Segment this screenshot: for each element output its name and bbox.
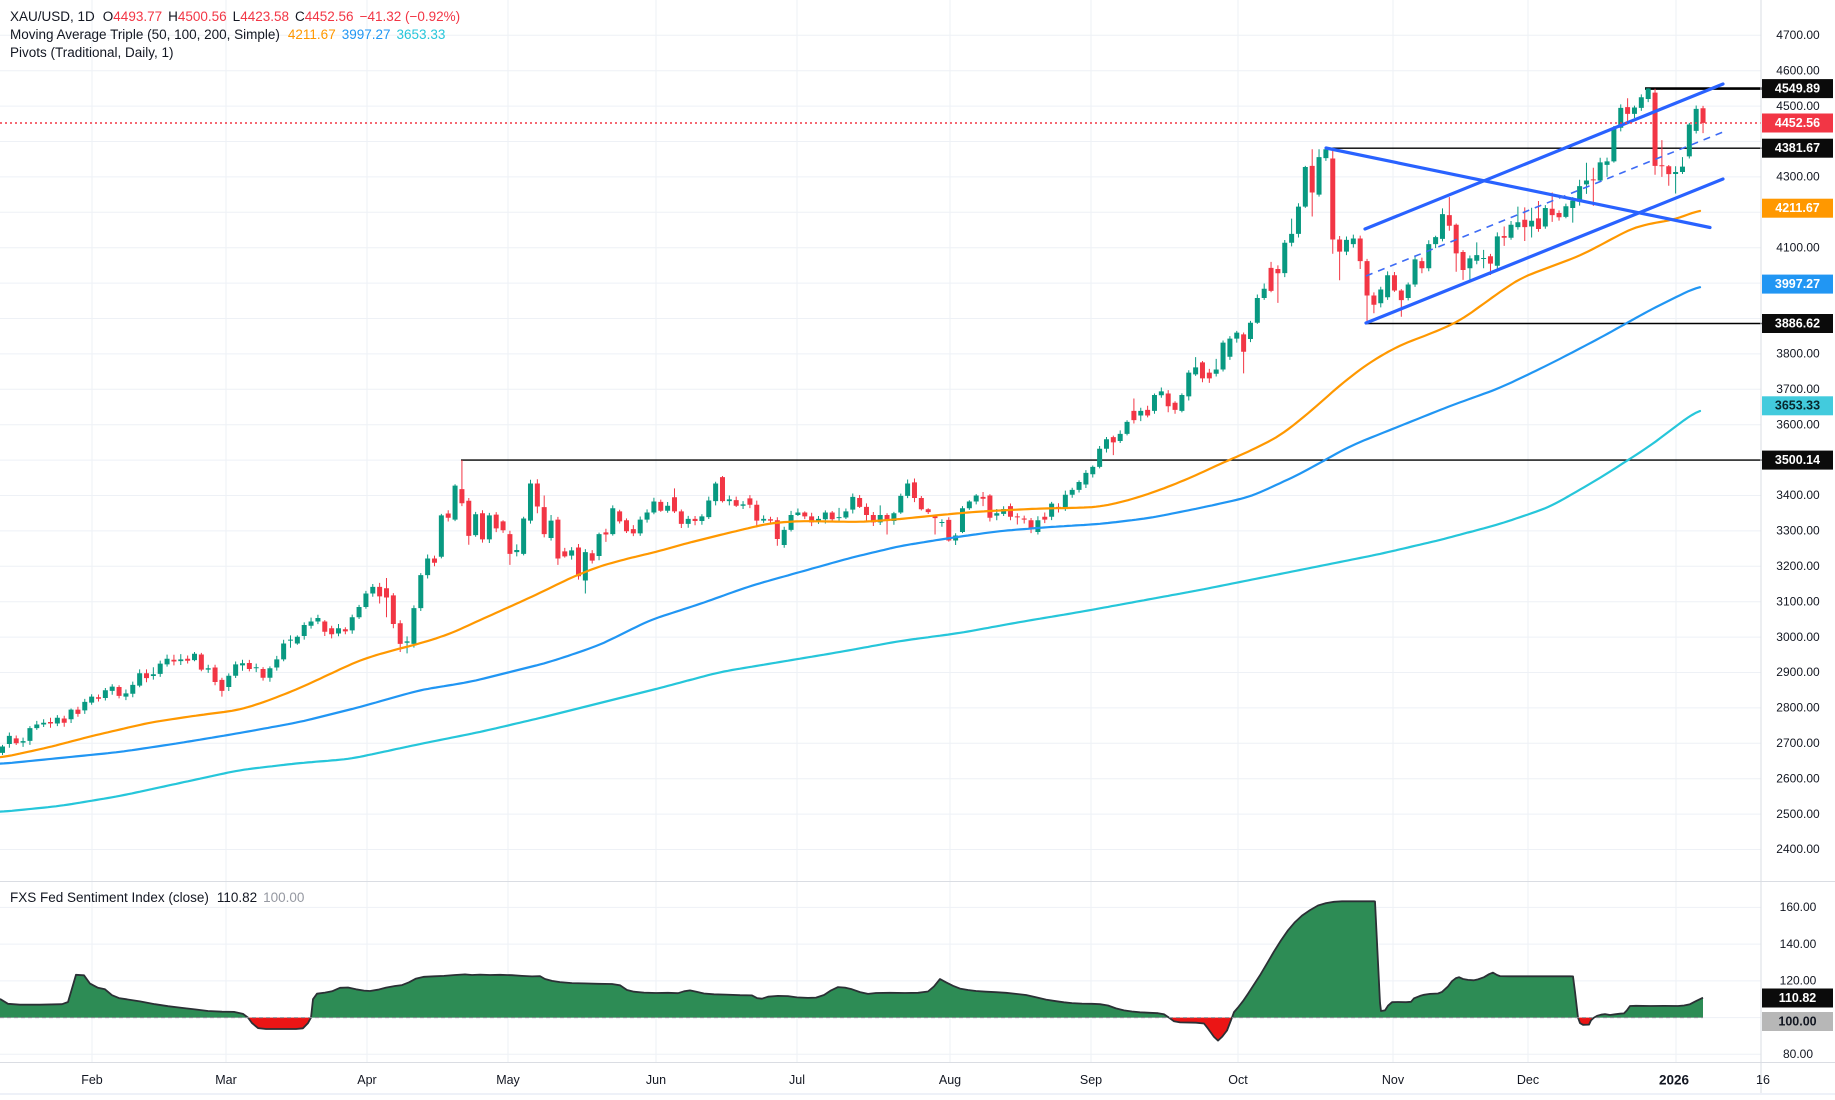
svg-text:4600.00: 4600.00 [1776,63,1820,77]
svg-text:May: May [496,1073,520,1087]
svg-text:3886.62: 3886.62 [1775,316,1820,330]
svg-text:4100.00: 4100.00 [1776,240,1820,254]
svg-text:3100.00: 3100.00 [1776,594,1820,608]
svg-text:3500.14: 3500.14 [1775,453,1820,467]
svg-text:2700.00: 2700.00 [1776,736,1820,750]
svg-text:FXS Fed Sentiment Index (close: FXS Fed Sentiment Index (close) 110.82 100… [10,890,304,905]
svg-text:3300.00: 3300.00 [1776,524,1820,538]
svg-text:Aug: Aug [939,1073,961,1087]
svg-text:110.82: 110.82 [1779,991,1817,1005]
svg-text:3800.00: 3800.00 [1776,347,1820,361]
svg-text:2500.00: 2500.00 [1776,807,1820,821]
svg-text:3000.00: 3000.00 [1776,630,1820,644]
svg-text:120.00: 120.00 [1780,974,1817,988]
svg-text:4549.89: 4549.89 [1775,81,1820,95]
svg-text:2900.00: 2900.00 [1776,665,1820,679]
svg-text:3400.00: 3400.00 [1776,488,1820,502]
svg-text:80.00: 80.00 [1783,1047,1813,1061]
svg-text:Sep: Sep [1080,1073,1102,1087]
svg-text:3600.00: 3600.00 [1776,417,1820,431]
svg-text:4211.67: 4211.67 [1775,201,1820,215]
svg-text:4700.00: 4700.00 [1776,28,1820,42]
svg-text:3200.00: 3200.00 [1776,559,1820,573]
svg-text:4500.00: 4500.00 [1776,99,1820,113]
svg-text:3700.00: 3700.00 [1776,382,1820,396]
svg-text:4452.56: 4452.56 [1775,116,1820,130]
svg-text:160.00: 160.00 [1780,900,1817,914]
svg-text:2026: 2026 [1659,1073,1690,1088]
svg-text:Jun: Jun [646,1073,666,1087]
svg-text:Nov: Nov [1382,1073,1405,1087]
svg-text:2400.00: 2400.00 [1776,842,1820,856]
svg-text:Moving Average Triple (50, 100: Moving Average Triple (50, 100, 200, Sim… [10,27,445,42]
svg-text:4381.67: 4381.67 [1775,141,1820,155]
svg-text:Feb: Feb [81,1073,103,1087]
svg-text:3653.33: 3653.33 [1775,399,1820,413]
svg-text:140.00: 140.00 [1780,937,1817,951]
svg-text:Mar: Mar [215,1073,237,1087]
svg-text:100.00: 100.00 [1778,1014,1816,1028]
svg-text:Jul: Jul [789,1073,805,1087]
svg-text:Oct: Oct [1228,1073,1248,1087]
svg-text:Pivots (Traditional, Daily, 1): Pivots (Traditional, Daily, 1) [10,45,174,60]
svg-text:Dec: Dec [1517,1073,1539,1087]
svg-text:16: 16 [1756,1073,1770,1087]
svg-text:2600.00: 2600.00 [1776,771,1820,785]
svg-text:2800.00: 2800.00 [1776,701,1820,715]
svg-text:4300.00: 4300.00 [1776,170,1820,184]
svg-text:3997.27: 3997.27 [1775,277,1820,291]
svg-text:Apr: Apr [357,1073,376,1087]
